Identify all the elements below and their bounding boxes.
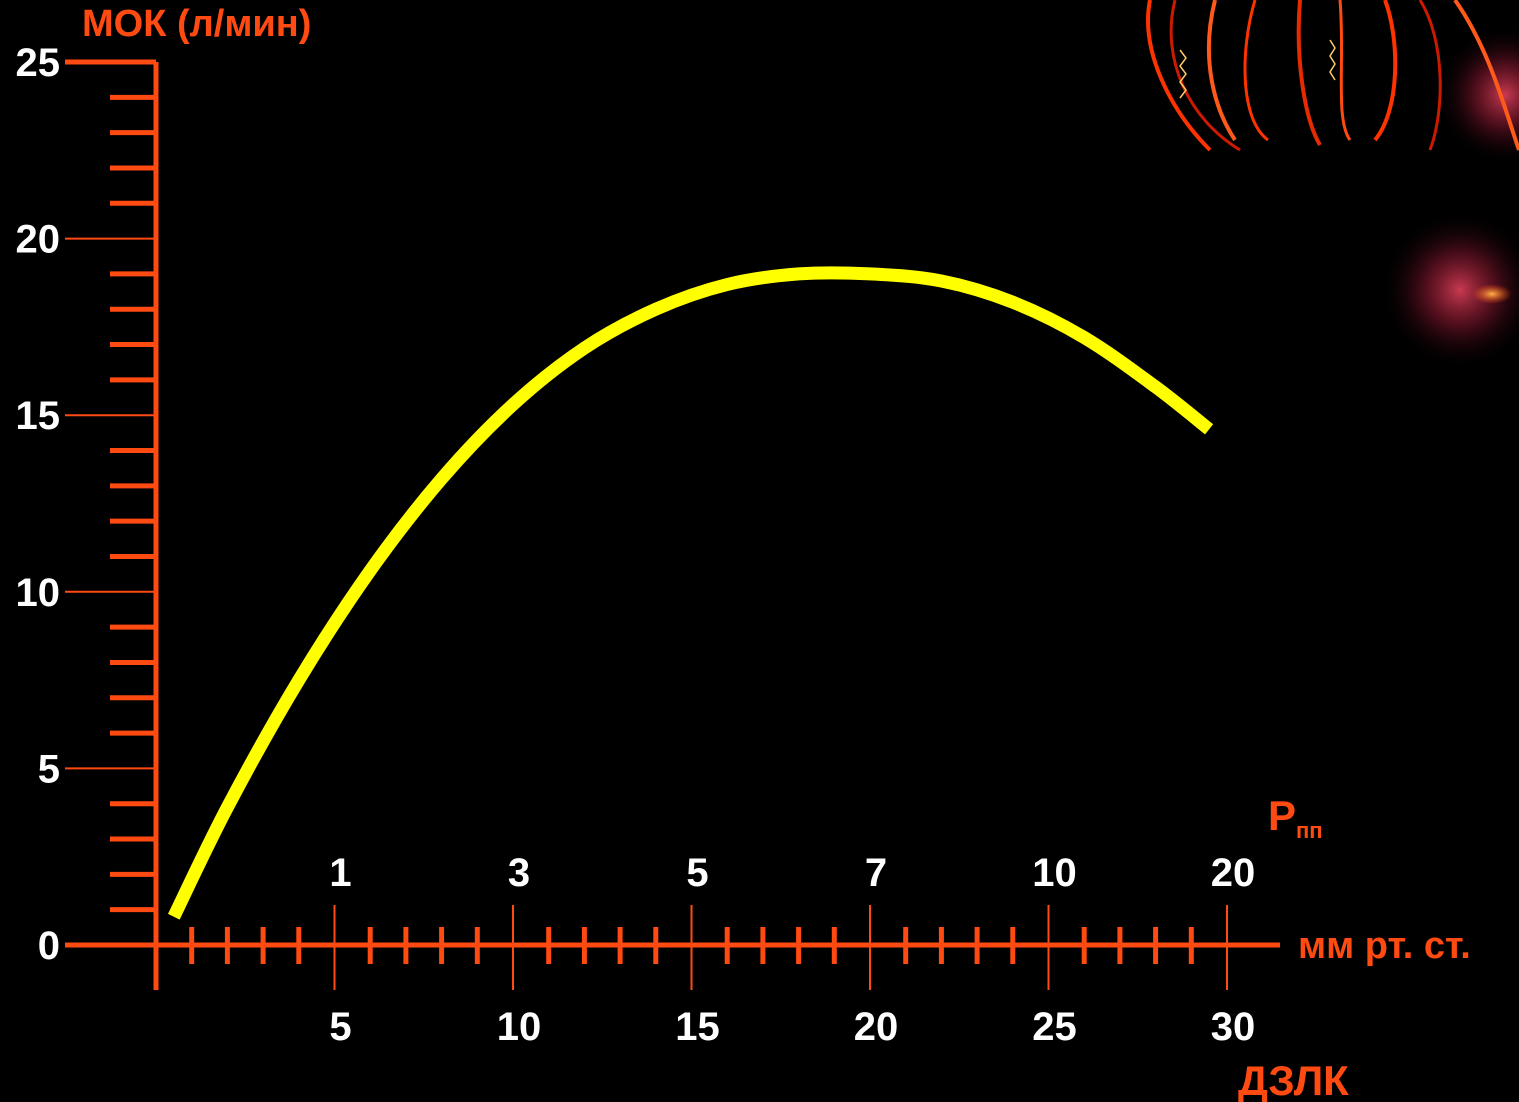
y-tick-label: 5 [38,747,60,791]
axes [65,62,1280,990]
x-top-axis-title-main: P [1268,792,1296,839]
x-top-tick-labels: 1 3 5 7 10 20 [329,851,1255,895]
x-bottom-tick-labels: 5 10 15 20 25 30 [329,1005,1255,1049]
x-bottom-tick-label: 25 [1032,1005,1077,1049]
x-bottom-axis-title: ДЗЛК [1238,1057,1349,1102]
x-top-tick-label: 20 [1211,851,1256,895]
x-bottom-tick-label: 15 [675,1005,720,1049]
series-line [167,266,1214,920]
decorative-ornament [1146,0,1519,370]
x-bottom-tick-label: 30 [1211,1005,1256,1049]
y-tick-label: 0 [38,924,60,968]
x-major-ticks [155,905,1228,990]
y-minor-ticks [110,94,156,913]
x-top-tick-label: 10 [1032,851,1077,895]
x-minor-ticks [189,927,1194,964]
x-top-tick-label: 3 [508,851,530,895]
y-tick-label: 20 [16,218,61,262]
y-tick-label: 15 [16,394,61,438]
x-top-tick-label: 1 [329,851,351,895]
y-major-ticks [65,59,156,770]
y-tick-label: 25 [16,41,61,85]
y-axis-title: МОК (л/мин) [82,3,311,45]
x-units-label: мм рт. ст. [1298,925,1471,967]
x-top-tick-label: 5 [686,851,708,895]
x-bottom-tick-label: 10 [497,1005,542,1049]
y-tick-label: 10 [16,571,61,615]
x-bottom-tick-label: 20 [854,1005,899,1049]
x-top-axis-title: Pпп [1268,792,1323,843]
y-tick-labels: 0 5 10 15 20 25 [16,41,61,968]
x-bottom-tick-label: 5 [329,1005,351,1049]
series-group [167,266,1214,920]
x-top-tick-label: 7 [865,851,887,895]
x-top-axis-title-sub: пп [1296,818,1323,843]
